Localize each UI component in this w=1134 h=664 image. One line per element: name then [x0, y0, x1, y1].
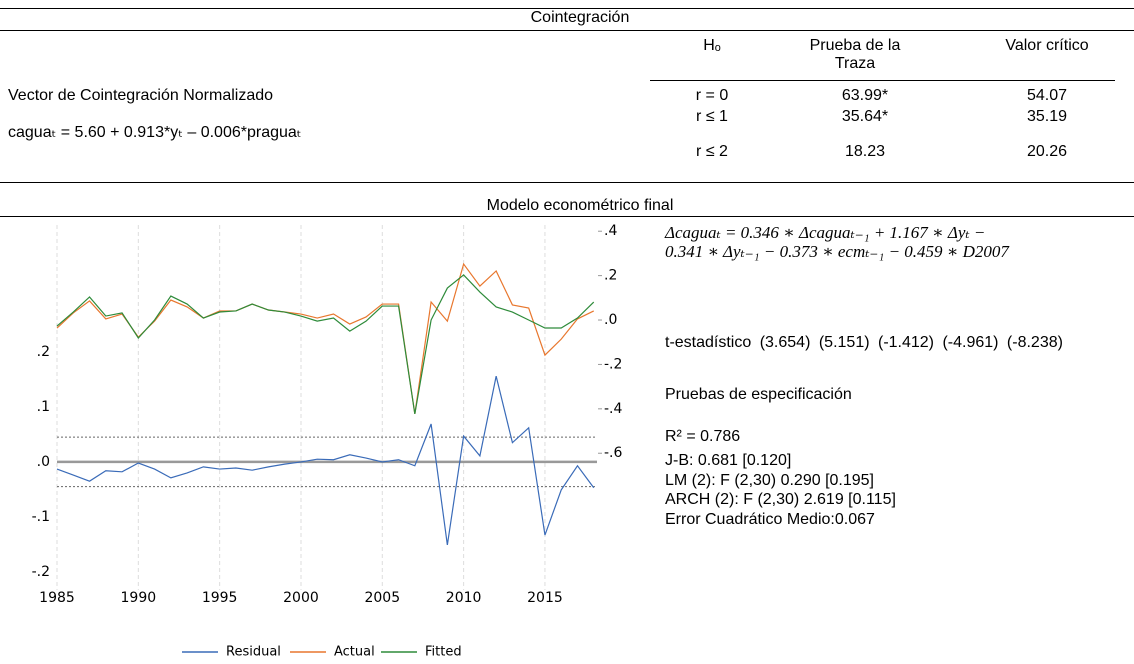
table-cell: 35.64*: [841, 108, 889, 125]
column-header: Prueba de la Traza: [809, 37, 901, 72]
column-header: Hₒ: [703, 37, 721, 54]
x-tick-label: 2000: [283, 590, 319, 606]
residual-chart: 1985 1990 1995 2000 2005 2010 2015 .2 .1 .0 -.1 -.2…: [32, 223, 623, 660]
spec-test: Error Cuadrático Medio:0.067: [665, 511, 875, 528]
table-cell: r ≤ 2: [696, 143, 728, 160]
spec-test: ARCH (2): F (2,30) 2.619 [0.115]: [665, 491, 896, 508]
table-cell: r ≤ 1: [696, 108, 728, 125]
series-line: [56, 376, 595, 546]
legend-label: Actual: [334, 645, 375, 660]
series-line: [56, 274, 595, 415]
legend-label: Residual: [226, 645, 281, 660]
x-tick-label: 2010: [446, 590, 482, 606]
y2-tick-label: -.2: [604, 356, 622, 372]
y2-tick-label: .4: [604, 223, 617, 239]
series-line: [56, 262, 595, 415]
rule: [0, 216, 1134, 217]
rule: [650, 80, 1115, 81]
vector-equation: caguaₜ = 5.60 + 0.913*yₜ – 0.006*praguaₜ: [8, 124, 302, 141]
section-title: Modelo econométrico final: [486, 197, 674, 214]
y-tick-label: .0: [37, 454, 50, 470]
y-tick-label: .1: [37, 399, 50, 415]
y-tick-label: .2: [37, 344, 50, 360]
y-tick-label: -.1: [32, 509, 50, 525]
y2-tick-label: -.6: [604, 445, 623, 461]
table-cell: 18.23: [844, 143, 886, 160]
y2-tick-label: -.4: [604, 401, 623, 417]
y2-tick-label: .0: [604, 312, 617, 328]
column-header: Valor crítico: [1005, 37, 1089, 54]
table-cell: 63.99*: [841, 87, 889, 104]
x-tick-label: 1995: [202, 590, 238, 606]
table-cell: 35.19: [1026, 108, 1068, 125]
section-title: Cointegración: [530, 9, 630, 26]
rule: [0, 182, 1134, 183]
x-tick-label: 2015: [527, 590, 563, 606]
table-cell: 54.07: [1026, 87, 1068, 104]
spec-title: Pruebas de especificación: [665, 386, 852, 403]
y2-tick-label: .2: [604, 268, 617, 284]
spec-test: R² = 0.786: [665, 428, 741, 445]
rule: [0, 30, 1134, 31]
model-equation: Δcaguaₜ = 0.346 ∗ Δcaguaₜ₋₁ + 1.167 ∗ Δy…: [665, 223, 986, 242]
t-statistics: t-estadístico (3.654) (5.151) (-1.412) (…: [665, 334, 1063, 351]
rule: [0, 8, 1134, 9]
vector-label: Vector de Cointegración Normalizado: [8, 87, 274, 104]
spec-test: J-B: 0.681 [0.120]: [665, 452, 792, 469]
x-tick-label: 2005: [364, 590, 400, 606]
table-cell: r = 0: [695, 87, 729, 104]
model-equation: 0.341 ∗ Δyₜ₋₁ − 0.373 ∗ ecmₜ₋₁ − 0.459 ∗…: [665, 242, 1009, 261]
x-tick-label: 1990: [121, 590, 157, 606]
spec-test: LM (2): F (2,30) 0.290 [0.195]: [665, 472, 874, 489]
legend-label: Fitted: [425, 645, 462, 660]
table-cell: 20.26: [1026, 143, 1068, 160]
y-tick-label: -.2: [32, 564, 50, 580]
x-tick-label: 1985: [39, 590, 75, 606]
